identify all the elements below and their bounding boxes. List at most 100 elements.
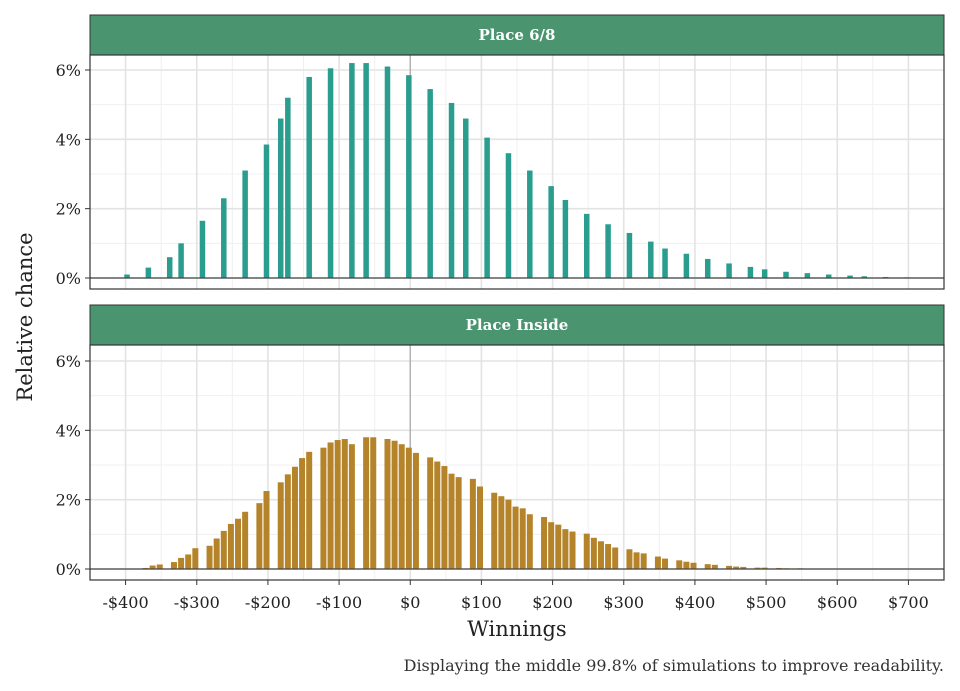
- bar: [583, 213, 590, 278]
- bar: [306, 451, 313, 569]
- bar: [220, 530, 227, 569]
- y-tick-label: 2%: [56, 200, 81, 219]
- x-axis-title: Winnings: [467, 617, 566, 641]
- bar: [170, 562, 177, 569]
- bar: [498, 496, 505, 569]
- bar: [626, 232, 633, 278]
- bar: [327, 68, 334, 279]
- bar: [526, 514, 533, 569]
- bar: [242, 511, 249, 569]
- bar: [704, 564, 711, 569]
- bar: [754, 567, 761, 569]
- bar: [541, 517, 548, 569]
- facet-strip-label: Place 6/8: [479, 26, 556, 44]
- x-tick-label: $600: [817, 593, 858, 612]
- bar: [384, 439, 391, 569]
- bar: [519, 508, 526, 569]
- bar: [555, 524, 562, 569]
- bar: [527, 170, 533, 278]
- bar: [221, 198, 227, 278]
- bar: [590, 537, 597, 569]
- bar: [227, 523, 234, 569]
- bar: [740, 566, 747, 569]
- x-tick-label: $300: [603, 593, 644, 612]
- bar: [398, 444, 405, 569]
- x-tick-label: $400: [675, 593, 716, 612]
- facet-strip: [89, 304, 945, 346]
- bar: [391, 440, 398, 569]
- bar: [299, 458, 306, 569]
- bar: [448, 473, 455, 569]
- facet-strip-label: Place Inside: [466, 316, 569, 334]
- bar: [704, 258, 711, 278]
- bar: [145, 267, 152, 278]
- x-tick-label: -$200: [245, 593, 291, 612]
- bar: [548, 522, 555, 569]
- bar: [648, 241, 654, 278]
- bar: [427, 89, 433, 278]
- bar: [726, 263, 732, 278]
- bar: [291, 466, 298, 569]
- bar: [505, 499, 512, 569]
- y-tick-label: 4%: [56, 130, 81, 149]
- bar: [434, 461, 441, 569]
- bar: [683, 561, 690, 569]
- bar: [166, 257, 173, 278]
- bar: [284, 474, 291, 569]
- bar: [491, 492, 498, 569]
- bar: [334, 440, 341, 569]
- x-tick-label: -$100: [316, 593, 362, 612]
- bar: [804, 273, 811, 278]
- bar: [406, 75, 412, 278]
- x-tick-label: -$300: [174, 593, 220, 612]
- bar: [427, 457, 434, 569]
- bar: [263, 491, 270, 569]
- facet-panel-1: Place 6/8 0% 2% 4% 6%: [56, 14, 945, 290]
- bar: [583, 533, 590, 569]
- bar: [263, 144, 270, 278]
- bar: [548, 186, 554, 278]
- bar: [605, 224, 611, 278]
- bar: [320, 447, 327, 569]
- x-tick-label: -$400: [103, 593, 149, 612]
- bar: [662, 558, 669, 569]
- bar: [156, 564, 163, 569]
- bar: [761, 567, 768, 569]
- bar: [690, 562, 697, 569]
- bar: [562, 529, 569, 569]
- bar: [178, 557, 185, 569]
- y-axis-title: Relative chance: [13, 232, 37, 401]
- bar: [277, 482, 284, 569]
- bar: [761, 269, 768, 278]
- bar: [726, 565, 733, 569]
- bar: [327, 442, 334, 569]
- x-tick-label: $700: [888, 593, 929, 612]
- bar: [448, 102, 455, 278]
- bar: [199, 220, 206, 278]
- y-tick-label: 6%: [56, 61, 81, 80]
- bar: [783, 271, 789, 278]
- chart-caption: Displaying the middle 99.8% of simulatio…: [404, 656, 944, 675]
- bar: [683, 253, 690, 278]
- bar: [469, 478, 476, 569]
- facet-strip: [89, 14, 945, 56]
- bar: [235, 518, 242, 569]
- y-tick-label: 6%: [56, 352, 81, 371]
- panel-border: [89, 54, 945, 290]
- bar: [626, 549, 633, 569]
- bar: [384, 66, 391, 279]
- bar: [747, 266, 754, 278]
- facet-panel-2: Place Inside 0% 2% 4% 6%: [56, 304, 945, 581]
- bar: [676, 560, 683, 569]
- bar: [341, 439, 348, 569]
- bar: [213, 538, 220, 569]
- y-tick-label: 0%: [56, 560, 81, 579]
- bar: [363, 63, 369, 278]
- bar: [149, 565, 156, 569]
- bar: [476, 486, 483, 569]
- x-tick-label: $100: [461, 593, 502, 612]
- y-tick-label: 0%: [56, 269, 81, 288]
- bar: [441, 466, 448, 569]
- x-tick-label: $500: [746, 593, 787, 612]
- bar: [512, 506, 519, 569]
